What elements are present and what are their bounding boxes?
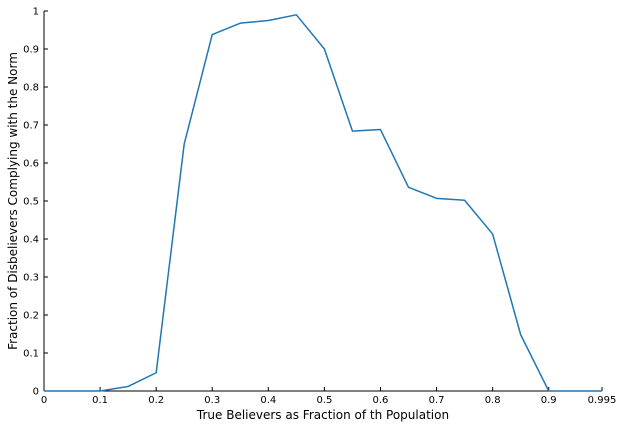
x-tick-label: 0.1 xyxy=(92,395,108,406)
x-tick-label: 0.2 xyxy=(148,395,164,406)
x-tick-label: 0.995 xyxy=(588,395,617,406)
y-tick-label: 1 xyxy=(33,7,39,18)
x-tick-label: 0.7 xyxy=(429,395,445,406)
series-line xyxy=(44,14,602,392)
series-layer xyxy=(43,14,603,392)
y-tick-label: 0.4 xyxy=(23,235,39,246)
y-tick-label: 0.1 xyxy=(23,349,39,360)
axes xyxy=(43,11,602,392)
y-tick-label: 0.7 xyxy=(23,121,39,132)
y-tick-label: 0.8 xyxy=(23,83,39,94)
y-tick-label: 0.3 xyxy=(23,273,39,284)
x-tick-label: 0 xyxy=(41,395,47,406)
y-axis-label: Fraction of Disbelievers Complying with … xyxy=(6,52,20,350)
x-tick-label: 0.5 xyxy=(316,395,332,406)
x-tick-label: 0.6 xyxy=(373,395,389,406)
x-tick-label: 0.8 xyxy=(485,395,501,406)
y-tick-label: 0.2 xyxy=(23,311,39,322)
y-tick-label: 0.5 xyxy=(23,197,39,208)
y-tick-label: 0 xyxy=(33,387,39,398)
y-tick-label: 0.6 xyxy=(23,159,39,170)
y-axis-ticks: 0 0.1 0.2 0.3 0.4 0.5 0.6 0.7 0.8 0.9 1 xyxy=(23,7,48,398)
x-axis-label: True Believers as Fraction of th Populat… xyxy=(196,408,449,422)
y-tick-label: 0.9 xyxy=(23,45,39,56)
x-axis-ticks: 0 0.1 0.2 0.3 0.4 0.5 0.6 0.7 0.8 0.9 0.995 xyxy=(41,387,617,406)
x-tick-label: 0.4 xyxy=(260,395,276,406)
x-tick-label: 0.3 xyxy=(204,395,220,406)
x-tick-label: 0.9 xyxy=(541,395,557,406)
